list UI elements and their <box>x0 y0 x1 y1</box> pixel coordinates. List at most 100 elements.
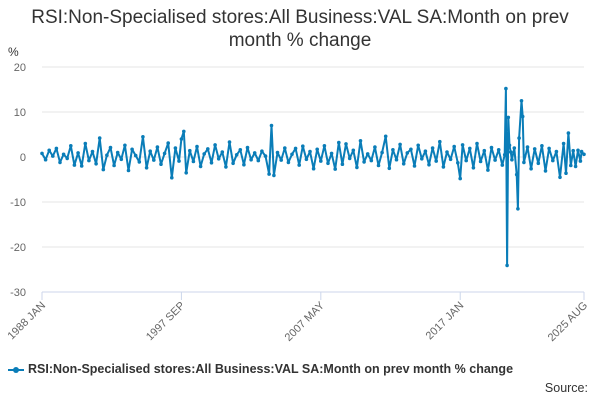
data-point <box>267 172 271 176</box>
data-point <box>283 146 287 150</box>
data-point <box>297 163 302 167</box>
data-point <box>61 152 66 157</box>
data-point <box>159 162 163 166</box>
data-point <box>65 156 69 161</box>
data-point <box>97 136 102 140</box>
data-point <box>383 134 388 139</box>
data-point <box>543 169 548 173</box>
data-point <box>464 158 469 163</box>
data-point <box>468 146 472 151</box>
data-point <box>105 153 109 157</box>
y-tick-label: -30 <box>10 287 26 299</box>
data-point <box>369 158 374 163</box>
data-point <box>301 144 305 148</box>
data-point <box>576 148 580 153</box>
data-point <box>441 165 446 169</box>
data-point <box>234 153 239 157</box>
data-point <box>373 145 377 149</box>
data-point <box>51 154 55 158</box>
data-point <box>376 163 381 168</box>
legend-swatch <box>8 365 24 375</box>
data-point <box>512 146 517 150</box>
chart-title: RSI:Non-Specialised stores:All Business:… <box>31 7 569 51</box>
data-point <box>144 166 149 170</box>
data-point <box>293 146 298 151</box>
data-point <box>445 150 449 154</box>
data-point <box>152 158 156 162</box>
data-point <box>245 145 250 150</box>
data-point <box>579 149 584 154</box>
data-point <box>249 157 253 162</box>
data-point <box>434 159 439 163</box>
data-point <box>525 145 530 149</box>
data-point <box>517 136 521 140</box>
y-axis-unit-label: % <box>8 45 19 59</box>
data-point <box>170 175 174 180</box>
data-point <box>87 158 91 163</box>
data-point <box>573 164 578 169</box>
data-point <box>279 158 284 162</box>
y-tick-label: 20 <box>14 62 26 74</box>
data-point <box>112 163 116 168</box>
data-point <box>286 160 291 165</box>
data-point <box>166 141 170 145</box>
data-point <box>401 162 406 166</box>
data-point <box>405 151 410 155</box>
data-point <box>79 164 84 168</box>
data-point <box>500 163 505 167</box>
y-axis-ticks: 20 10 0 -10 -20 -30 <box>10 62 26 299</box>
data-point <box>427 162 431 167</box>
data-point <box>489 145 494 150</box>
data-point <box>380 150 384 155</box>
data-point <box>322 144 327 148</box>
data-point <box>198 164 203 169</box>
data-point <box>398 142 402 147</box>
data-point <box>337 140 341 145</box>
data-point <box>126 168 131 173</box>
data-point <box>179 137 184 141</box>
data-point <box>326 161 330 166</box>
data-point <box>213 143 217 147</box>
data-point <box>578 159 583 163</box>
data-point <box>238 148 243 152</box>
data-point <box>242 162 246 167</box>
data-point <box>83 141 88 146</box>
data-point <box>458 176 463 181</box>
data-point <box>344 142 348 146</box>
data-point <box>502 153 507 157</box>
data-point <box>101 167 106 172</box>
series-line <box>41 87 585 267</box>
data-point <box>412 164 417 168</box>
data-point <box>191 159 196 164</box>
data-point <box>551 158 555 163</box>
data-point <box>272 173 276 178</box>
data-point <box>329 151 334 156</box>
data-point <box>355 165 359 170</box>
data-point <box>188 148 192 153</box>
data-point <box>561 141 566 146</box>
data-point <box>319 159 323 163</box>
data-point <box>430 146 435 150</box>
data-point <box>76 151 80 155</box>
data-point <box>448 157 453 162</box>
data-point <box>202 152 206 156</box>
data-point <box>69 144 73 148</box>
data-point <box>478 159 483 164</box>
data-point <box>148 149 152 153</box>
data-point <box>72 163 77 167</box>
x-tick-label: 1997 SEP <box>144 300 188 344</box>
data-point <box>566 131 571 135</box>
data-point <box>311 166 316 171</box>
data-point <box>438 139 442 144</box>
data-point <box>504 86 508 91</box>
data-point <box>130 147 134 152</box>
data-point <box>423 149 428 153</box>
legend[interactable]: RSI:Non-Specialised stores:All Business:… <box>8 362 598 376</box>
data-point <box>351 148 356 153</box>
source-label: Source: <box>544 381 588 395</box>
data-point <box>475 141 479 146</box>
data-point <box>532 147 537 151</box>
data-point <box>456 161 460 165</box>
series-group <box>40 86 586 268</box>
x-axis: 1988 JAN 1997 SEP 2007 MAY 2017 JAN 2025 AUG <box>5 291 590 344</box>
